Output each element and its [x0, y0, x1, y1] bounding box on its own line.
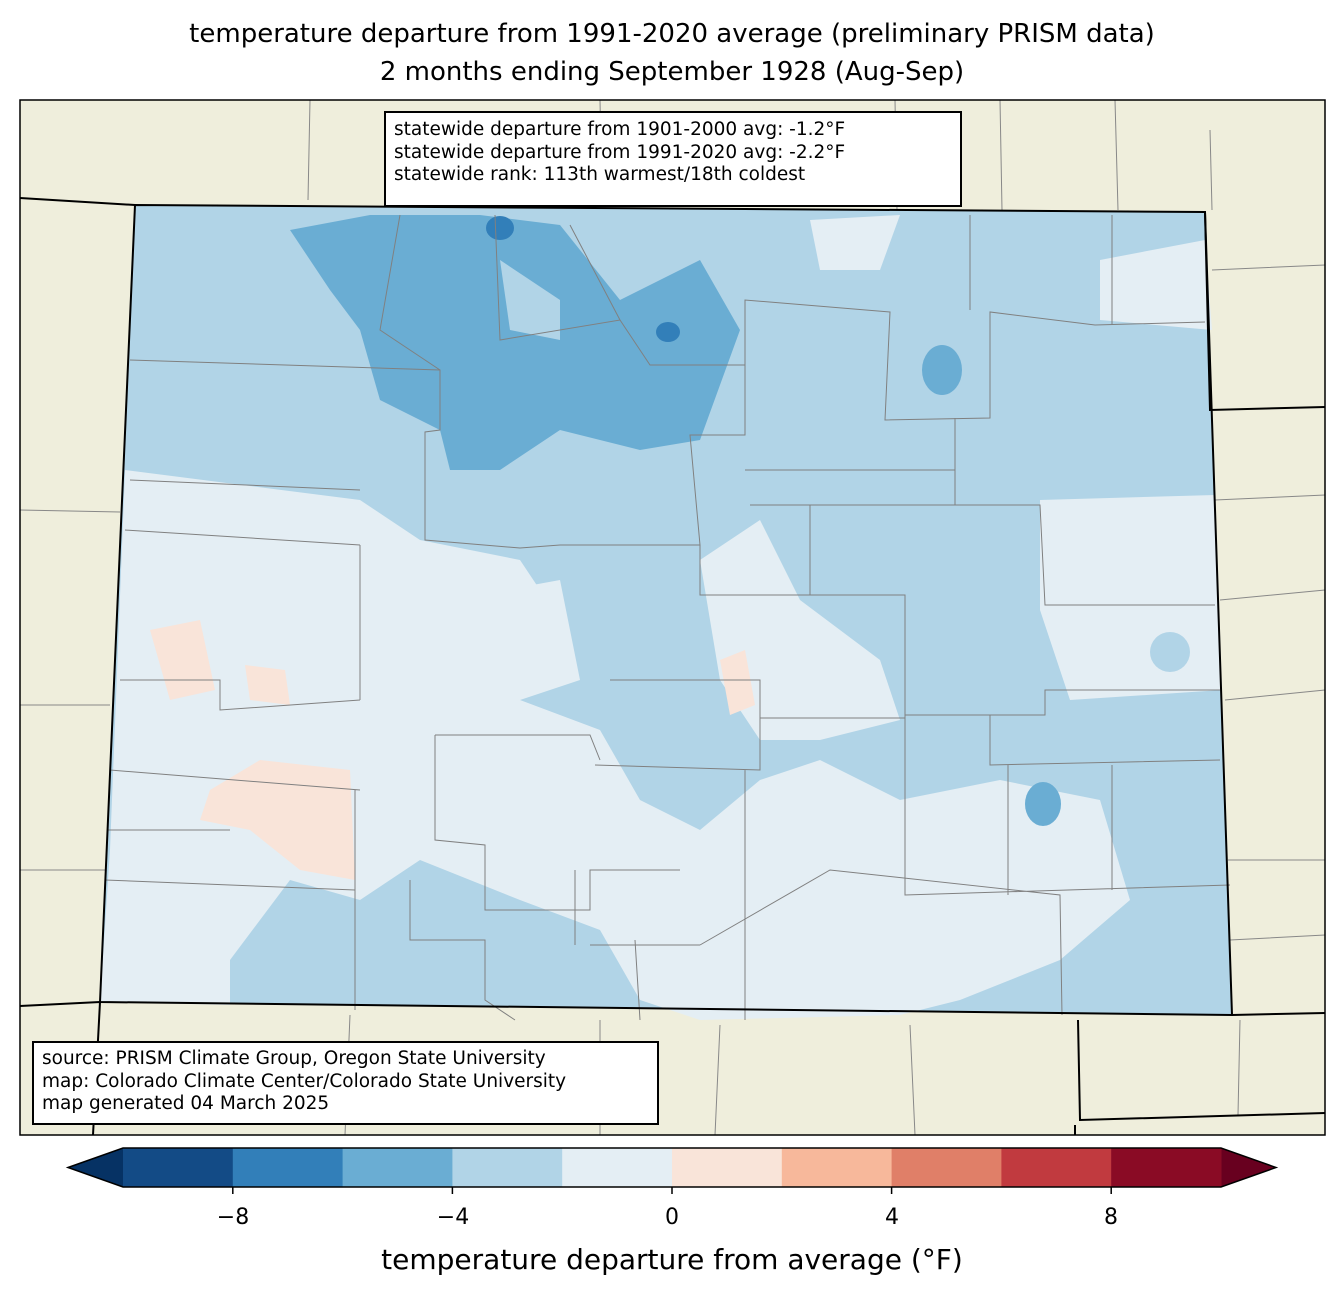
colorbar-extend-high	[1221, 1148, 1276, 1187]
stats-line-rank: statewide rank: 113th warmest/18th colde…	[394, 164, 806, 185]
map-frame	[19, 99, 1326, 1136]
colorbar-outline	[65, 1147, 1279, 1188]
stats-line-1991-2020: statewide departure from 1991-2020 avg: …	[394, 141, 846, 163]
colorbar-label: temperature departure from average (°F)	[381, 1243, 963, 1276]
statewide-stats-box: statewide departure from 1901-2000 avg: …	[384, 111, 962, 207]
colorbar-tick-label: 0	[665, 1205, 679, 1230]
colorbar	[65, 1147, 1279, 1194]
stats-line-1901-2000: statewide departure from 1901-2000 avg: …	[394, 119, 846, 140]
colorbar-bin	[123, 1148, 234, 1187]
map-title-line1: temperature departure from 1991-2020 ave…	[189, 19, 1155, 49]
colorbar-tick-label: 8	[1104, 1205, 1118, 1230]
map-credit-line: map: Colorado Climate Center/Colorado St…	[42, 1070, 567, 1092]
colorbar-bin	[232, 1148, 344, 1187]
colorbar-tick-label: −8	[216, 1205, 250, 1230]
county-borders	[104, 214, 1231, 1021]
colorbar-tick-label: −4	[436, 1205, 470, 1230]
colorbar-bin	[452, 1148, 563, 1187]
colorbar-bin	[1001, 1148, 1112, 1187]
departure-contours	[100, 215, 1222, 1020]
source-line: source: PRISM Climate Group, Oregon Stat…	[42, 1048, 546, 1069]
colorbar-extend-low	[68, 1148, 123, 1187]
colorbar-bin	[672, 1148, 783, 1187]
colorbar-bin	[891, 1148, 1002, 1187]
colorbar-tick-label: 4	[885, 1205, 899, 1230]
map-title-line2: 2 months ending September 1928 (Aug-Sep)	[379, 57, 965, 87]
source-box: source: PRISM Climate Group, Oregon Stat…	[32, 1041, 659, 1125]
colorbar-bin	[1111, 1148, 1222, 1187]
colorbar-bin	[781, 1148, 893, 1187]
colorbar-bin	[342, 1148, 453, 1187]
colorbar-bin	[562, 1148, 673, 1187]
generated-date-line: map generated 04 March 2025	[42, 1093, 330, 1114]
